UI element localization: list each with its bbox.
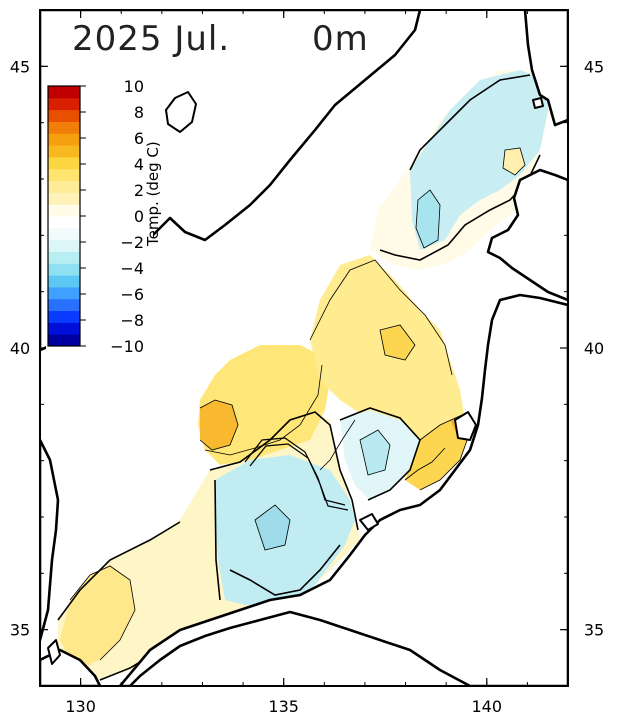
land-oki (359, 513, 379, 531)
colorbar-swatch (48, 133, 80, 146)
contour-sw-2 (69, 565, 136, 661)
colorbar-tick-label: 10 (124, 77, 144, 96)
colorbar-swatch (48, 263, 80, 276)
land-tsushima (47, 639, 61, 665)
contour-orange-loop (199, 399, 239, 451)
colorbar-tick-label: 6 (134, 129, 144, 148)
colorbar-swatch (48, 275, 80, 288)
contour-dense-1 (244, 437, 346, 506)
lat-tick-label-left: 45 (10, 57, 30, 76)
lat-tick-label-right: 40 (584, 339, 604, 358)
anomaly-patch-yamato-cold-core (255, 505, 290, 550)
colorbar-swatch (48, 239, 80, 252)
colorbar-tick-label: 8 (134, 103, 144, 122)
colorbar-title: Temp. (deg C) (144, 141, 162, 247)
colorbar-swatch (48, 286, 80, 300)
longitude-axis: 130 135 140 (39, 10, 569, 716)
lat-tick-label-right: 45 (584, 57, 604, 76)
colorbar-swatch (48, 97, 80, 111)
colorbar-swatch (48, 180, 80, 193)
contour-dense-2 (249, 443, 349, 511)
map-panel (40, 10, 568, 686)
lat-tick-label-right: 35 (584, 621, 604, 640)
land-sado (454, 411, 477, 441)
land-honshu (118, 293, 568, 686)
colorbar-swatch (48, 168, 80, 182)
anomaly-patch-mid-cold-core (360, 430, 390, 475)
lon-tick-label: 140 (471, 697, 502, 716)
contour-zero-3 (229, 544, 341, 596)
contour-two-1 (204, 364, 323, 456)
title-date: 2025 Jul. (72, 19, 230, 59)
lat-tick-label-left: 35 (10, 621, 30, 640)
colorbar-swatch (48, 204, 80, 217)
contour-cold-loop-1 (415, 189, 441, 249)
anomaly-patch-peter-bay (503, 148, 525, 175)
colorbar-swatch (48, 310, 80, 323)
contour-peter-bay (502, 147, 526, 176)
colorbar-tick-label: 4 (134, 155, 144, 174)
colorbar-swatch (48, 227, 80, 241)
anomaly-patch-coast-warm (405, 415, 470, 490)
colorbar-swatch (48, 145, 80, 158)
contour-warm-loop (379, 324, 416, 361)
colorbar-swatch (48, 121, 80, 134)
colorbar-swatch (48, 86, 80, 99)
colorbar-swatch (48, 192, 80, 205)
land-lake-khanka (165, 91, 197, 133)
contour-cold-loop-2 (254, 504, 291, 551)
colorbar-swatch (48, 156, 80, 170)
contour-mid-2 (359, 429, 391, 476)
colorbar-tick-label: −6 (120, 285, 144, 304)
colorbar-swatch (48, 298, 80, 312)
title-depth: 0m (312, 19, 369, 59)
anomaly-patch-north-cold (410, 70, 548, 250)
colorbar-tick-label: −2 (120, 233, 144, 252)
colorbar-swatch (48, 322, 80, 335)
colorbar-swatches (48, 86, 80, 347)
contour-coast-3 (319, 419, 356, 471)
lon-tick-label: 135 (268, 697, 299, 716)
contour-two-2 (309, 259, 453, 376)
colorbar-tick-label: −8 (120, 311, 144, 330)
anomaly-patch-orange (200, 400, 238, 450)
colorbar-swatch (48, 251, 80, 264)
colorbar-swatch (48, 334, 80, 347)
colorbar: 10 8 6 4 2 0 −2 −4 −6 −8 −10 Temp. (deg C) (46, 77, 162, 356)
colorbar-tick-label: −4 (120, 259, 144, 278)
land-rishiri (532, 97, 544, 109)
land-hokkaido (486, 168, 568, 302)
anomaly-patch-north-cold-core (416, 190, 440, 248)
contour-zero-north-2 (409, 74, 531, 171)
lon-tick-label: 130 (65, 697, 96, 716)
colorbar-swatch (48, 109, 80, 122)
land-korea (40, 438, 60, 642)
contour-sw-1 (57, 521, 181, 621)
colorbar-tick-label: 0 (134, 207, 144, 226)
contour-zero-2 (214, 479, 221, 601)
contour-coast-2 (404, 447, 446, 481)
colorbar-tick-label: 2 (134, 181, 144, 200)
land-sakhalin (523, 10, 568, 127)
lat-tick-label-left: 40 (10, 339, 30, 358)
colorbar-tick-label: −10 (110, 337, 144, 356)
colorbar-labels: 10 8 6 4 2 0 −2 −4 −6 −8 −10 (80, 77, 144, 356)
colorbar-swatch (48, 216, 80, 229)
